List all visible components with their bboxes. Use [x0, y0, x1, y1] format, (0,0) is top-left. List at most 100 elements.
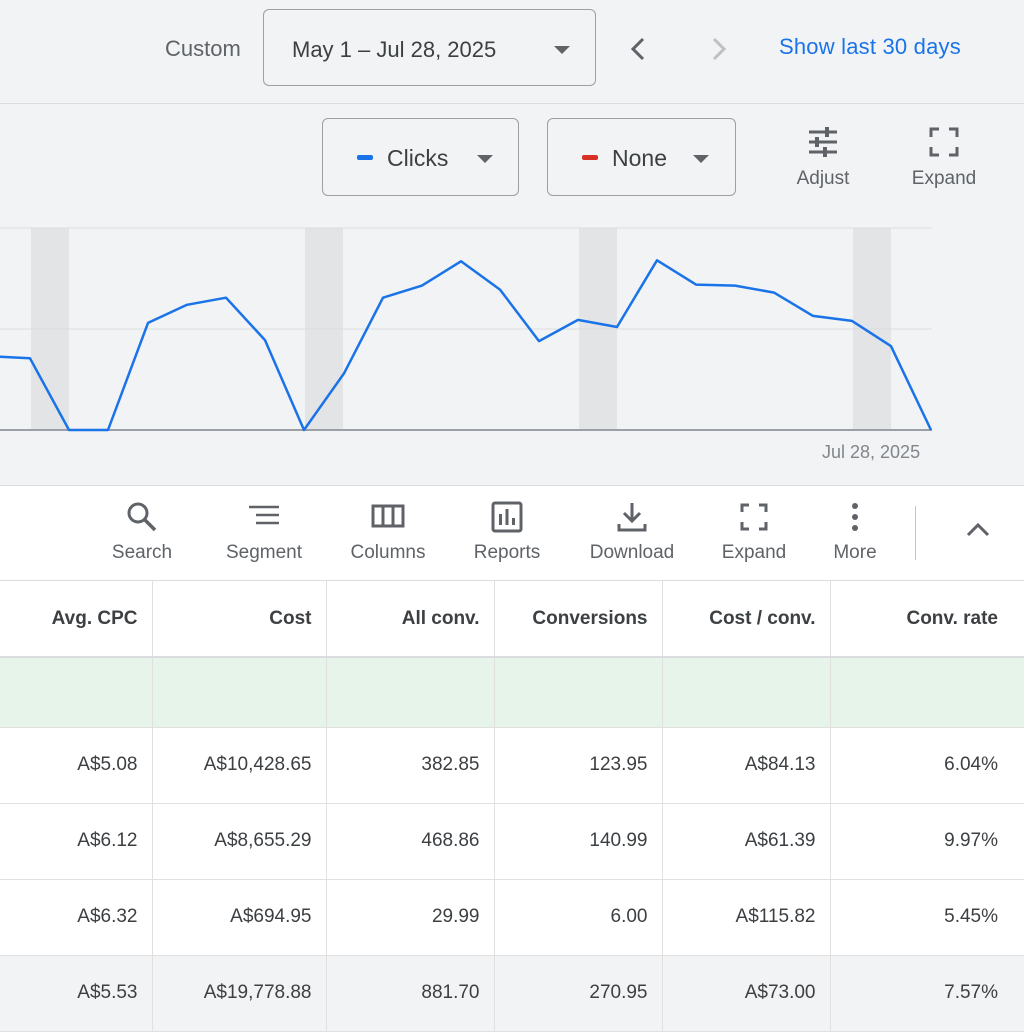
metric-1-select[interactable]: Clicks: [322, 118, 519, 196]
clicks-data-point[interactable]: [692, 281, 700, 289]
clicks-data-point[interactable]: [379, 294, 387, 302]
clicks-data-point[interactable]: [340, 369, 348, 377]
table-cell: 29.99: [326, 879, 495, 956]
clicks-data-point[interactable]: [809, 312, 817, 320]
table-row[interactable]: A$6.32 A$694.95 29.99 6.00 A$115.82 5.45…: [0, 879, 1024, 956]
table-cell: 270.95: [494, 955, 663, 1032]
table-cell: A$8,655.29: [152, 803, 327, 880]
table-cell: A$10,428.65: [152, 727, 327, 804]
metric-1-label: Clicks: [387, 145, 449, 171]
table-cell: [326, 657, 495, 728]
clicks-data-point[interactable]: [848, 317, 856, 325]
table-cell: [0, 657, 153, 728]
clicks-data-point[interactable]: [222, 294, 230, 302]
clicks-data-point[interactable]: [261, 336, 269, 344]
clicks-data-point[interactable]: [574, 316, 582, 324]
download-button[interactable]: Download: [582, 500, 682, 572]
table-cell: 382.85: [326, 727, 495, 804]
expand-icon: [929, 127, 959, 157]
columns-label: Columns: [350, 542, 426, 563]
download-icon: [617, 503, 647, 532]
reports-button[interactable]: Reports: [466, 500, 548, 572]
date-range-value: May 1 – Jul 28, 2025: [292, 37, 497, 62]
chevron-down-icon: [554, 46, 570, 54]
table-cell: 9.97%: [830, 803, 1024, 880]
adjust-label: Adjust: [796, 168, 850, 189]
table-cell: 6.04%: [830, 727, 1024, 804]
collapse-chart-button[interactable]: [962, 514, 994, 546]
clicks-data-point[interactable]: [653, 256, 661, 264]
previous-period-button[interactable]: [624, 30, 654, 68]
clicks-data-point[interactable]: [418, 282, 426, 290]
segment-label: Segment: [225, 542, 303, 563]
clicks-data-point[interactable]: [731, 282, 739, 290]
expand-label: Expand: [911, 168, 977, 189]
chevron-right-icon: [712, 37, 727, 61]
clicks-data-point[interactable]: [65, 426, 73, 434]
table-cell: A$61.39: [662, 803, 831, 880]
column-header-all-conv[interactable]: All conv.: [326, 581, 495, 658]
clicks-data-point[interactable]: [457, 257, 465, 265]
chevron-down-icon: [693, 155, 709, 163]
clicks-data-point[interactable]: [144, 319, 152, 327]
clicks-line-chart: [0, 227, 935, 434]
next-period-button[interactable]: [703, 30, 733, 68]
clicks-data-point[interactable]: [927, 426, 935, 434]
column-header-cost[interactable]: Cost: [152, 581, 327, 658]
column-header-cost-per-conv[interactable]: Cost / conv.: [662, 581, 831, 658]
more-label: More: [833, 542, 877, 563]
clicks-data-point[interactable]: [104, 426, 112, 434]
chevron-down-icon: [477, 155, 493, 163]
expand-label: Expand: [721, 542, 787, 563]
table-row[interactable]: A$6.12 A$8,655.29 468.86 140.99 A$61.39 …: [0, 803, 1024, 880]
adjust-icon: [809, 127, 837, 157]
column-header-avg-cpc[interactable]: Avg. CPC: [0, 581, 153, 658]
clicks-data-point[interactable]: [26, 354, 34, 362]
table-cell: A$694.95: [152, 879, 327, 956]
table-cell: 881.70: [326, 955, 495, 1032]
table-cell: 468.86: [326, 803, 495, 880]
chevron-up-icon: [966, 522, 990, 537]
table-cell: [830, 657, 1024, 728]
table-cell: A$115.82: [662, 879, 831, 956]
date-range-select[interactable]: May 1 – Jul 28, 2025: [263, 9, 596, 86]
clicks-data-point[interactable]: [887, 342, 895, 350]
table-cell: [494, 657, 663, 728]
table-toolbar: Search Segment Columns Reports: [0, 485, 1024, 580]
column-header-conv-rate[interactable]: Conv. rate: [830, 581, 1024, 658]
table-expand-button[interactable]: Expand: [714, 500, 794, 572]
clicks-data-point[interactable]: [496, 286, 504, 294]
clicks-data-point[interactable]: [770, 289, 778, 297]
chart-expand-button[interactable]: Expand: [894, 124, 994, 204]
table-cell: 123.95: [494, 727, 663, 804]
chevron-left-icon: [630, 37, 645, 61]
adjust-button[interactable]: Adjust: [773, 124, 873, 204]
metric-2-select[interactable]: None: [547, 118, 736, 196]
more-button[interactable]: More: [826, 500, 884, 572]
metric-2-label: None: [612, 145, 667, 171]
search-button[interactable]: Search: [102, 500, 182, 572]
table-cell: A$73.00: [662, 955, 831, 1032]
column-header-conversions[interactable]: Conversions: [494, 581, 663, 658]
table-row[interactable]: A$5.53 A$19,778.88 881.70 270.95 A$73.00…: [0, 955, 1024, 1032]
table-cell: A$84.13: [662, 727, 831, 804]
table-cell: A$6.12: [0, 803, 153, 880]
table-cell: A$6.32: [0, 879, 153, 956]
download-label: Download: [589, 542, 675, 563]
show-last-30-days-link[interactable]: Show last 30 days: [779, 34, 961, 59]
clicks-data-point[interactable]: [183, 301, 191, 309]
table-cell: 7.57%: [830, 955, 1024, 1032]
total-row: [0, 657, 1024, 728]
clicks-data-point[interactable]: [300, 426, 308, 434]
clicks-data-point[interactable]: [613, 323, 621, 331]
performance-chart-panel: Clicks None Adjust: [0, 104, 1024, 484]
segment-button[interactable]: Segment: [218, 500, 310, 572]
columns-button[interactable]: Columns: [343, 500, 433, 572]
metric-1-swatch: [357, 155, 373, 160]
metrics-table: Avg. CPC Cost All conv. Conversions Cost…: [0, 580, 1024, 1032]
segment-icon: [249, 505, 279, 525]
reports-icon: [491, 501, 523, 533]
clicks-series-line: [0, 259, 933, 432]
clicks-data-point[interactable]: [535, 337, 543, 345]
table-row[interactable]: A$5.08 A$10,428.65 382.85 123.95 A$84.13…: [0, 727, 1024, 804]
